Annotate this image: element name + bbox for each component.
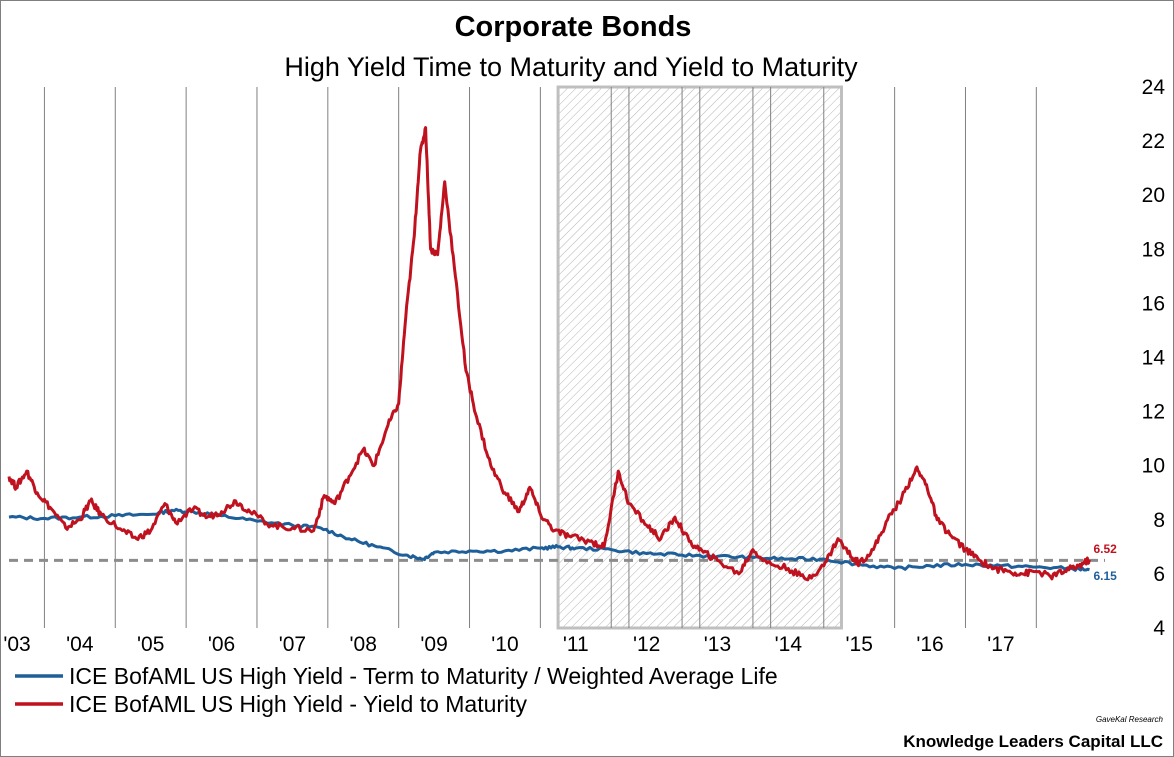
source-note: GaveKal Research xyxy=(1096,715,1164,724)
x-tick-label-0: '03 xyxy=(3,633,30,656)
y-tick-label-8: 20 xyxy=(1142,184,1165,207)
chart-subtitle: High Yield Time to Maturity and Yield to… xyxy=(284,52,858,82)
x-tick-label-9: '12 xyxy=(633,633,660,656)
x-tick-label-14: '17 xyxy=(987,633,1014,656)
x-tick-label-8: '11 xyxy=(563,633,589,656)
end-label-0: 6.15 xyxy=(1093,569,1117,583)
y-tick-label-1: 6 xyxy=(1153,563,1165,586)
legend-label-term-to-maturity: ICE BofAML US High Yield - Term to Matur… xyxy=(69,663,778,689)
y-axis-tick-labels: 4 6 8 10 12 14 16 18 20 22 24 xyxy=(1142,76,1166,640)
y-tick-label-7: 18 xyxy=(1142,238,1165,261)
x-tick-label-13: '16 xyxy=(916,633,943,656)
x-axis-tick-labels: '03 '04 '05 '06 '07 '08 '09 '10 '11 '12 '13 '14 '15 '… xyxy=(3,633,1014,656)
x-tick-label-12: '15 xyxy=(846,633,873,656)
x-tick-label-2: '05 xyxy=(137,633,164,656)
y-tick-label-3: 10 xyxy=(1142,455,1165,478)
y-tick-label-10: 24 xyxy=(1142,76,1166,99)
series-line-1 xyxy=(7,126,1091,582)
end-label-1: 6.52 xyxy=(1093,542,1117,556)
end-labels: 6.15 6.52 xyxy=(1093,542,1117,583)
y-tick-label-0: 4 xyxy=(1153,617,1165,640)
legend-item-yield-to-maturity: ICE BofAML US High Yield - Yield to Matu… xyxy=(15,691,528,717)
credit-text: Knowledge Leaders Capital LLC xyxy=(903,732,1163,751)
legend-item-term-to-maturity: ICE BofAML US High Yield - Term to Matur… xyxy=(15,663,778,689)
legend-label-yield-to-maturity: ICE BofAML US High Yield - Yield to Matu… xyxy=(69,691,528,717)
x-tick-label-4: '07 xyxy=(279,633,306,656)
y-tick-label-9: 22 xyxy=(1142,130,1165,153)
y-tick-label-2: 8 xyxy=(1153,509,1165,532)
x-tick-label-1: '04 xyxy=(66,633,94,656)
x-tick-label-11: '14 xyxy=(775,633,803,656)
x-tick-label-10: '13 xyxy=(704,633,731,656)
vertical-gridlines xyxy=(43,87,1037,628)
x-tick-label-5: '08 xyxy=(350,633,377,656)
y-tick-label-6: 16 xyxy=(1142,292,1165,315)
legend: ICE BofAML US High Yield - Term to Matur… xyxy=(15,663,778,717)
y-tick-label-5: 14 xyxy=(1142,347,1166,370)
x-tick-label-3: '06 xyxy=(208,633,235,656)
y-tick-label-4: 12 xyxy=(1142,401,1165,424)
chart-title: Corporate Bonds xyxy=(455,11,692,43)
x-tick-label-7: '10 xyxy=(491,633,518,656)
x-tick-label-6: '09 xyxy=(420,633,447,656)
series-lines xyxy=(7,126,1091,582)
